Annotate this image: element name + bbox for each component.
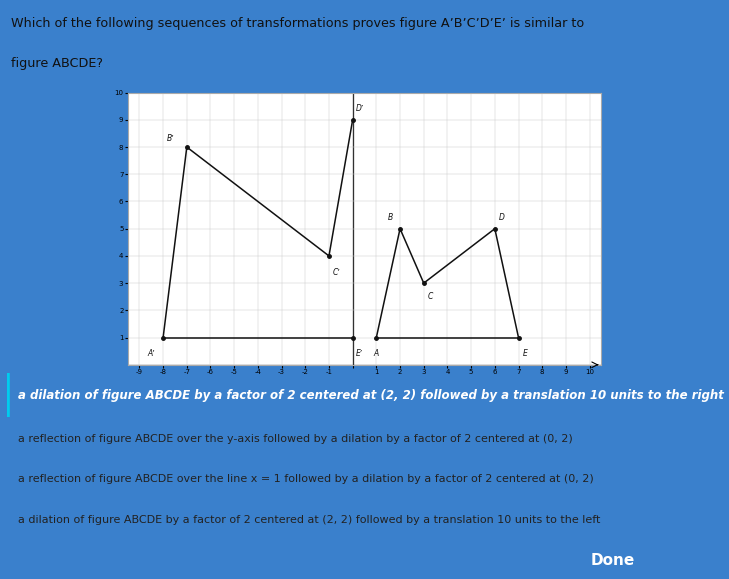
Text: Done: Done: [590, 553, 634, 567]
Text: Dʼ: Dʼ: [356, 104, 364, 113]
Text: D: D: [499, 213, 505, 222]
Text: a reflection of figure ABCDE over the y-axis followed by a dilation by a factor : a reflection of figure ABCDE over the y-…: [18, 434, 573, 444]
Text: A: A: [374, 349, 379, 358]
Text: a dilation of figure ABCDE by a factor of 2 centered at (2, 2) followed by a tra: a dilation of figure ABCDE by a factor o…: [18, 389, 724, 402]
Text: C: C: [428, 292, 434, 301]
Text: a reflection of figure ABCDE over the line x = 1 followed by a dilation by a fac: a reflection of figure ABCDE over the li…: [18, 474, 593, 484]
Text: a dilation of figure ABCDE by a factor of 2 centered at (2, 2) followed by a tra: a dilation of figure ABCDE by a factor o…: [18, 515, 601, 525]
Text: Which of the following sequences of transformations proves figure AʼBʼCʼDʼEʼ is : Which of the following sequences of tran…: [11, 17, 584, 30]
Text: figure ABCDE?: figure ABCDE?: [11, 57, 103, 70]
Text: E: E: [523, 349, 528, 358]
Text: Aʼ: Aʼ: [147, 349, 155, 358]
Text: Eʼ: Eʼ: [356, 349, 363, 358]
Text: Bʼ: Bʼ: [166, 134, 174, 144]
Text: B: B: [388, 213, 393, 222]
Text: Cʼ: Cʼ: [332, 267, 340, 277]
